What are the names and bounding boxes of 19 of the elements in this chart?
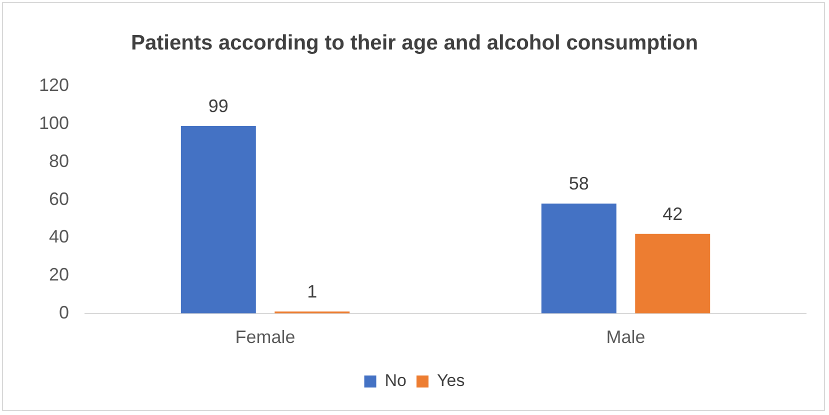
data-label: 1 — [307, 281, 318, 302]
y-tick-label: 60 — [49, 188, 70, 209]
y-tick-label: 100 — [38, 113, 70, 134]
bar — [541, 204, 616, 314]
data-label: 42 — [662, 204, 683, 224]
bar — [180, 126, 256, 314]
y-tick-label: 80 — [49, 150, 70, 171]
data-label: 99 — [208, 96, 228, 116]
legend-label: No — [384, 371, 406, 390]
data-label: 58 — [568, 174, 589, 194]
y-tick-label: 0 — [59, 302, 70, 322]
chart-title: Patients according to their age and alcohol consumption — [130, 31, 698, 54]
y-tick-label: 20 — [49, 264, 70, 284]
legend-label: Yes — [437, 371, 465, 390]
x-tick-label: Female — [235, 327, 296, 348]
y-tick-label: 40 — [49, 226, 70, 247]
bar — [635, 234, 710, 314]
x-tick-label: Male — [606, 327, 646, 348]
y-tick-label: 120 — [38, 75, 70, 96]
